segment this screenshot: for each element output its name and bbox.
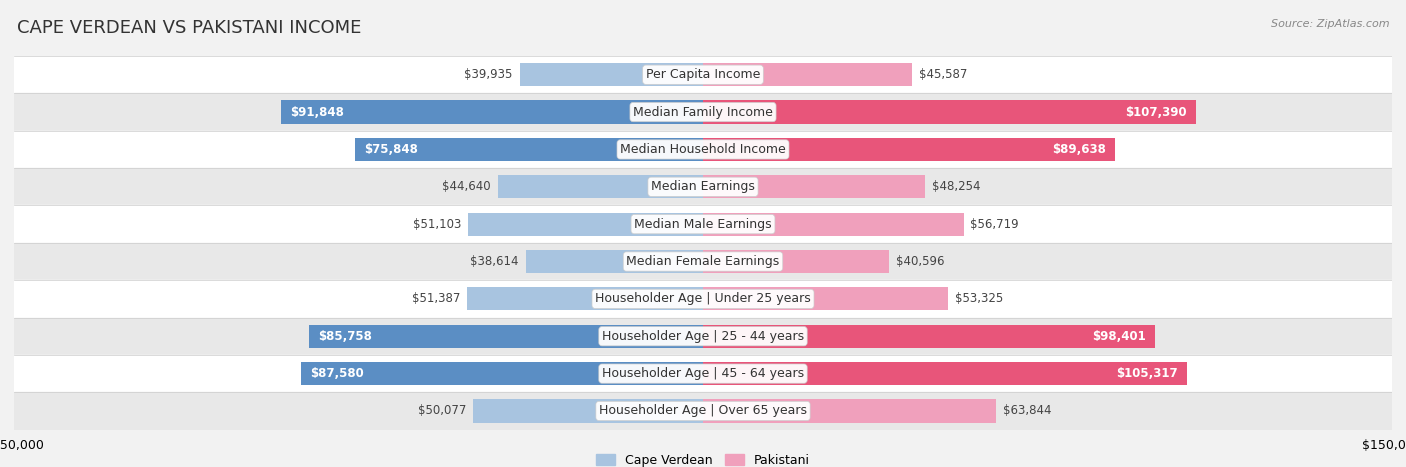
Text: Source: ZipAtlas.com: Source: ZipAtlas.com bbox=[1271, 19, 1389, 28]
Bar bbox=[14, 56, 1392, 93]
Text: $85,758: $85,758 bbox=[318, 330, 373, 343]
Bar bbox=[520, 63, 703, 86]
Legend: Cape Verdean, Pakistani: Cape Verdean, Pakistani bbox=[591, 449, 815, 467]
Bar bbox=[498, 175, 703, 198]
Bar bbox=[703, 175, 925, 198]
Bar bbox=[14, 93, 1392, 131]
Text: $38,614: $38,614 bbox=[470, 255, 519, 268]
Bar bbox=[703, 63, 912, 86]
Bar bbox=[467, 287, 703, 311]
Bar bbox=[703, 399, 997, 423]
Bar bbox=[703, 212, 963, 236]
Text: $91,848: $91,848 bbox=[290, 106, 344, 119]
Text: $105,317: $105,317 bbox=[1116, 367, 1178, 380]
Bar bbox=[703, 138, 1115, 161]
Bar bbox=[301, 362, 703, 385]
Text: $40,596: $40,596 bbox=[897, 255, 945, 268]
Text: $48,254: $48,254 bbox=[932, 180, 980, 193]
Bar bbox=[703, 287, 948, 311]
Bar bbox=[703, 325, 1154, 348]
Bar bbox=[309, 325, 703, 348]
Bar bbox=[14, 355, 1392, 392]
Text: $56,719: $56,719 bbox=[970, 218, 1019, 231]
Bar bbox=[14, 205, 1392, 243]
Text: Median Family Income: Median Family Income bbox=[633, 106, 773, 119]
Text: $98,401: $98,401 bbox=[1092, 330, 1146, 343]
Bar bbox=[14, 392, 1392, 430]
Text: $107,390: $107,390 bbox=[1125, 106, 1187, 119]
Text: Median Male Earnings: Median Male Earnings bbox=[634, 218, 772, 231]
Text: $39,935: $39,935 bbox=[464, 68, 513, 81]
Bar bbox=[14, 131, 1392, 168]
Text: CAPE VERDEAN VS PAKISTANI INCOME: CAPE VERDEAN VS PAKISTANI INCOME bbox=[17, 19, 361, 37]
Bar bbox=[703, 362, 1187, 385]
Bar bbox=[14, 318, 1392, 355]
Bar bbox=[14, 168, 1392, 205]
Text: $50,077: $50,077 bbox=[418, 404, 467, 417]
Text: $75,848: $75,848 bbox=[364, 143, 418, 156]
Text: $89,638: $89,638 bbox=[1052, 143, 1105, 156]
Bar bbox=[14, 280, 1392, 318]
Text: $51,387: $51,387 bbox=[412, 292, 460, 305]
Bar bbox=[703, 250, 890, 273]
Text: Householder Age | Over 65 years: Householder Age | Over 65 years bbox=[599, 404, 807, 417]
Text: $51,103: $51,103 bbox=[413, 218, 461, 231]
Bar bbox=[14, 243, 1392, 280]
Text: Median Household Income: Median Household Income bbox=[620, 143, 786, 156]
Text: Median Earnings: Median Earnings bbox=[651, 180, 755, 193]
Bar bbox=[354, 138, 703, 161]
Text: $45,587: $45,587 bbox=[920, 68, 967, 81]
Text: Median Female Earnings: Median Female Earnings bbox=[627, 255, 779, 268]
Text: Householder Age | 45 - 64 years: Householder Age | 45 - 64 years bbox=[602, 367, 804, 380]
Text: $87,580: $87,580 bbox=[309, 367, 364, 380]
Text: $44,640: $44,640 bbox=[443, 180, 491, 193]
Text: $53,325: $53,325 bbox=[955, 292, 1002, 305]
Bar bbox=[468, 212, 703, 236]
Text: $63,844: $63,844 bbox=[1002, 404, 1052, 417]
Bar bbox=[703, 100, 1197, 124]
Bar bbox=[472, 399, 703, 423]
Text: Per Capita Income: Per Capita Income bbox=[645, 68, 761, 81]
Bar bbox=[526, 250, 703, 273]
Text: Householder Age | Under 25 years: Householder Age | Under 25 years bbox=[595, 292, 811, 305]
Text: Householder Age | 25 - 44 years: Householder Age | 25 - 44 years bbox=[602, 330, 804, 343]
Bar bbox=[281, 100, 703, 124]
